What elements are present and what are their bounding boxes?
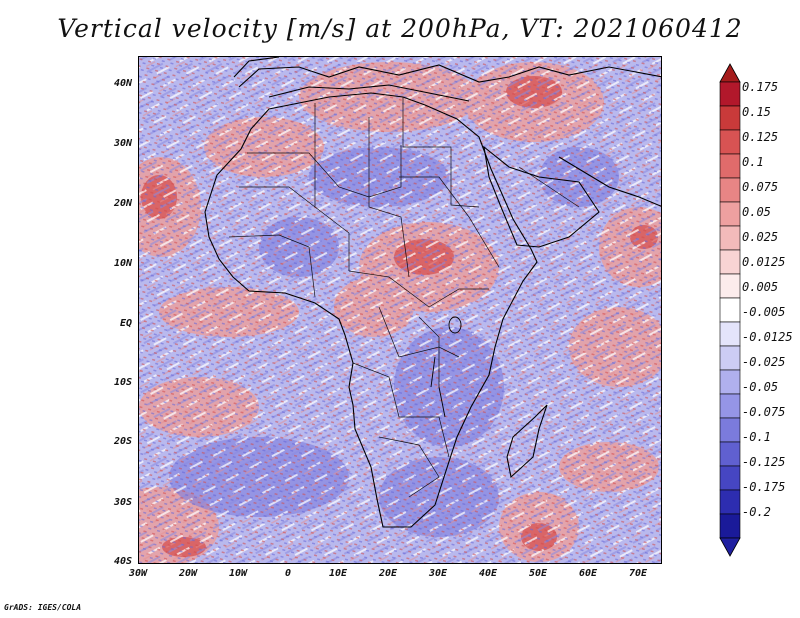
colorbar-label: -0.025 — [742, 355, 786, 369]
lat-label-eq: EQ — [119, 318, 132, 329]
colorbar-cell — [719, 441, 741, 467]
colorbar-label: -0.125 — [742, 455, 786, 469]
colorbar-cell — [719, 129, 741, 155]
colorbar-label: 0.005 — [742, 280, 779, 294]
iberia — [233, 57, 280, 78]
colorbar-cell — [719, 393, 741, 419]
lon-label-0: 0 — [284, 568, 292, 579]
colorbar-label: 0.175 — [742, 80, 779, 94]
colorbar-label: 0.15 — [742, 105, 771, 119]
madagascar — [506, 404, 548, 479]
colorbar-cell — [719, 153, 741, 179]
colorbar-cell — [719, 225, 741, 251]
colorbar — [719, 63, 741, 557]
colorbar-cell — [719, 249, 741, 275]
colorbar-label: 0.125 — [742, 130, 779, 144]
lon-label-70e: 70E — [628, 568, 648, 579]
lat-label-40n: 40N — [113, 78, 132, 89]
lon-label-60e: 60E — [578, 568, 598, 579]
colorbar-cell — [719, 489, 741, 515]
colorbar-cell — [719, 81, 741, 107]
colorbar-cell — [719, 321, 741, 347]
colorbar-cell — [719, 273, 741, 299]
colorbar-cell — [719, 369, 741, 395]
colorbar-cell — [719, 201, 741, 227]
lon-label-50e: 50E — [528, 568, 548, 579]
mediterranean-coast — [268, 84, 470, 102]
colorbar-label: -0.1 — [742, 430, 771, 444]
grads-credit: GrADS: IGES/COLA — [4, 603, 82, 612]
colorbar-label: -0.2 — [742, 505, 771, 519]
lat-label-40s: 40S — [113, 556, 132, 567]
lon-label-20e: 20E — [378, 568, 398, 579]
lakes — [430, 316, 462, 418]
colorbar-cell — [719, 345, 741, 371]
colorbar-top-arrow — [719, 63, 741, 83]
lat-label-30s: 30S — [113, 497, 132, 508]
colorbar-cell — [719, 105, 741, 131]
lon-label-30e: 30E — [428, 568, 448, 579]
coastlines — [204, 57, 661, 528]
africa-coastline — [204, 92, 538, 528]
colorbar-label: -0.075 — [742, 405, 786, 419]
europe-coast — [238, 64, 661, 88]
colorbar-label: 0.05 — [742, 205, 771, 219]
colorbar-label: -0.175 — [742, 480, 786, 494]
colorbar-cell — [719, 513, 741, 539]
colorbar-label: 0.0125 — [742, 255, 786, 269]
lat-label-10n: 10N — [113, 258, 132, 269]
lon-label-10e: 10E — [328, 568, 348, 579]
colorbar-label: 0.075 — [742, 180, 779, 194]
colorbar-label: 0.025 — [742, 230, 779, 244]
colorbar-label: 0.1 — [742, 155, 764, 169]
colorbar-cell — [719, 297, 741, 323]
lat-label-30n: 30N — [113, 138, 132, 149]
colorbar-label: -0.05 — [742, 380, 779, 394]
colorbar-bottom-arrow — [719, 537, 741, 557]
lon-label-40e: 40E — [478, 568, 498, 579]
country-borders — [228, 97, 580, 498]
lat-label-20n: 20N — [113, 198, 132, 209]
lon-label-20w: 20W — [178, 568, 198, 579]
colorbar-cell — [719, 177, 741, 203]
persian-gulf — [558, 156, 661, 207]
lat-label-10s: 10S — [113, 377, 132, 388]
colorbar-cell — [719, 417, 741, 443]
map-title: Vertical velocity [m/s] at 200hPa, VT: 2… — [57, 14, 743, 43]
lon-label-30w: 30W — [128, 568, 148, 579]
velocity-map — [138, 56, 662, 564]
texture-speckle — [139, 57, 661, 563]
colorbar-cell — [719, 465, 741, 491]
colorbar-label: -0.005 — [742, 305, 786, 319]
lat-label-20s: 20S — [113, 436, 132, 447]
map-canvas — [139, 57, 661, 563]
lon-label-10w: 10W — [228, 568, 248, 579]
colorbar-label: -0.0125 — [742, 330, 793, 344]
